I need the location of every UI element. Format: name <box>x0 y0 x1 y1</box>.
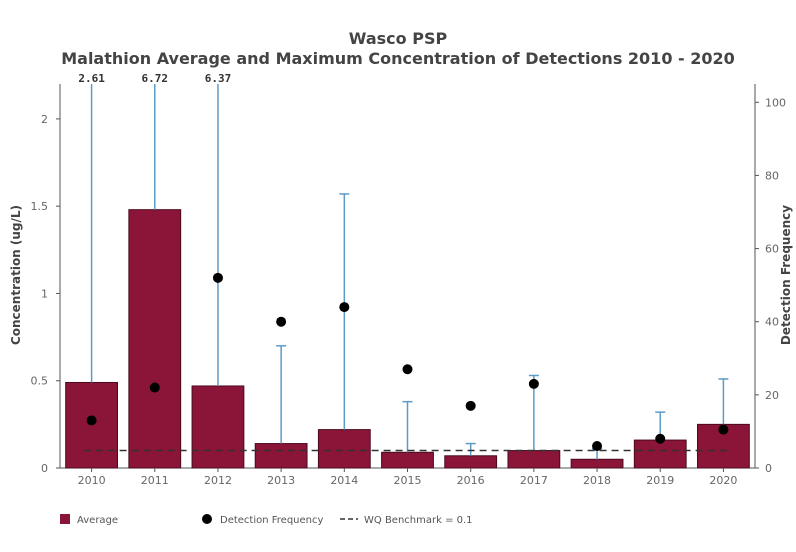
legend: Average Detection Frequency WQ Benchmark =… <box>60 514 473 526</box>
x-tick-label: 2017 <box>520 474 548 487</box>
detection-frequency-point <box>592 441 603 452</box>
max-annotation: 6.72 <box>142 72 169 85</box>
detection-frequency-point <box>655 433 666 444</box>
detection-frequency-point <box>339 302 350 313</box>
x-tick-label: 2020 <box>709 474 737 487</box>
max-annotation: 2.61 <box>78 72 105 85</box>
y2-axis-label: Detection Frequency <box>779 205 793 345</box>
legend-swatch-average <box>60 514 70 524</box>
y2-tick-label: 0 <box>765 462 772 475</box>
x-tick-label: 2013 <box>267 474 295 487</box>
bar-average <box>381 451 434 469</box>
detection-frequency-point <box>402 364 413 375</box>
bar-average <box>191 385 245 469</box>
right-axis-title-group: Detection Frequency <box>779 205 793 345</box>
x-tick-label: 2019 <box>646 474 674 487</box>
y2-tick-label: 40 <box>765 316 779 329</box>
x-tick-label: 2016 <box>457 474 485 487</box>
chart-title: Wasco PSP <box>349 29 448 48</box>
detection-frequency-point <box>212 272 223 283</box>
x-tick-label: 2018 <box>583 474 611 487</box>
y2-tick-label: 20 <box>765 389 779 402</box>
y-tick-label: 0.5 <box>31 375 49 388</box>
y-axis-label: Concentration (ug/L) <box>9 205 23 345</box>
max-annotation: 6.37 <box>205 72 232 85</box>
y-tick-label: 0 <box>41 462 48 475</box>
detection-frequency-point <box>528 378 539 389</box>
bar-average <box>444 455 498 469</box>
detection-frequency-point <box>276 316 287 327</box>
legend-label-average: Average <box>77 515 118 526</box>
bar-average <box>128 209 182 469</box>
bar-average <box>317 429 371 469</box>
legend-label-benchmark: WQ Benchmark = 0.1 <box>364 515 473 526</box>
y-tick-label: 1.5 <box>31 200 49 213</box>
x-tick-label: 2011 <box>141 474 169 487</box>
detection-frequency-point <box>718 424 729 435</box>
bar-average <box>570 458 624 469</box>
y-tick-label: 2 <box>41 113 48 126</box>
x-tick-label: 2014 <box>330 474 358 487</box>
x-tick-label: 2012 <box>204 474 232 487</box>
detection-frequency-point <box>86 415 97 426</box>
legend-label-detection-frequency: Detection Frequency <box>220 515 324 526</box>
y2-tick-label: 80 <box>765 169 779 182</box>
x-tick-label: 2015 <box>394 474 422 487</box>
legend-swatch-detection-frequency <box>202 514 212 524</box>
bar-average <box>633 439 687 469</box>
bar-average <box>254 443 308 469</box>
x-tick-label: 2010 <box>78 474 106 487</box>
y2-tick-label: 60 <box>765 243 779 256</box>
y-tick-label: 1 <box>41 287 48 300</box>
detection-frequency-point <box>465 400 476 411</box>
detection-frequency-point <box>149 382 160 393</box>
bar-average <box>507 450 561 469</box>
chart-subtitle: Malathion Average and Maximum Concentrat… <box>61 49 735 68</box>
left-axis-title-group: Concentration (ug/L) <box>9 205 23 345</box>
y2-tick-label: 100 <box>765 96 786 109</box>
